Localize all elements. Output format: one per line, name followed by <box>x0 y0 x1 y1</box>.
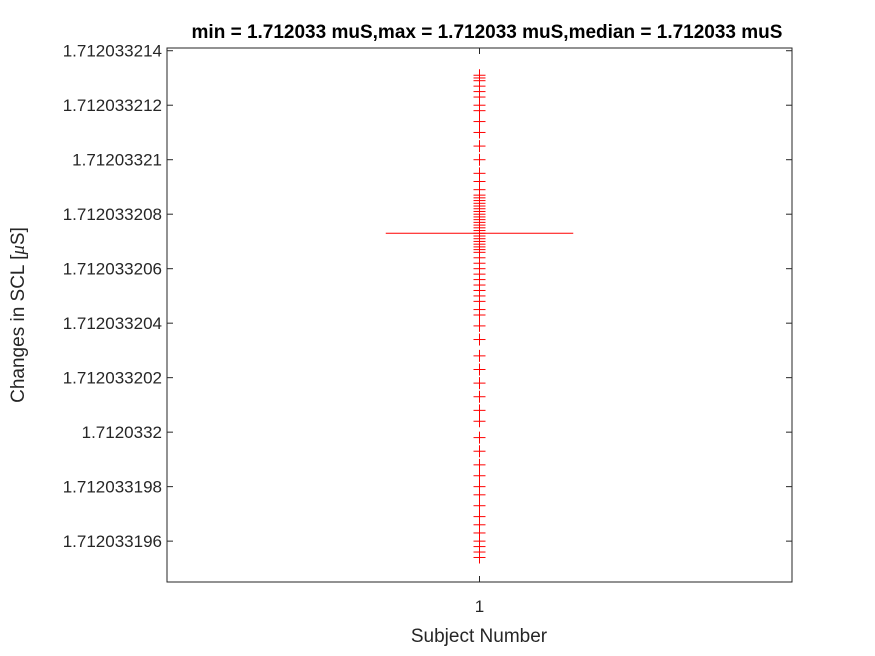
y-axis-label-suffix: S] <box>8 227 29 245</box>
x-axis-label: Subject Number <box>411 626 548 647</box>
y-tick-label: 1.712033202 <box>63 369 162 388</box>
data-point <box>473 167 486 180</box>
y-tick-label: 1.712033204 <box>63 314 162 333</box>
data-points <box>473 69 486 564</box>
plot-area: 1.712033196 1.712033198 1.7120332 1.7120332… <box>63 42 793 616</box>
y-axis-label: Changes in SCL [μS] <box>8 227 29 403</box>
data-point <box>473 349 486 362</box>
data-point <box>473 499 486 512</box>
data-point <box>473 431 486 444</box>
y-axis-label-mu: μ <box>8 245 29 256</box>
data-point <box>473 126 486 139</box>
data-point <box>473 415 486 428</box>
data-point <box>473 319 486 332</box>
data-point <box>473 377 486 390</box>
chart-title: min = 1.712033 muS,max = 1.712033 muS,me… <box>192 22 783 43</box>
y-tick-label: 1.71203321 <box>72 151 162 170</box>
data-point <box>473 458 486 471</box>
data-point <box>473 445 486 458</box>
data-point <box>473 153 486 166</box>
y-tick-label: 1.712033206 <box>63 260 162 279</box>
data-point <box>473 390 486 403</box>
x-axis-ticks: 1 <box>475 48 484 616</box>
y-tick-label: 1.712033198 <box>63 478 162 497</box>
y-tick-label: 1.712033212 <box>63 96 162 115</box>
x-tick-label: 1 <box>475 597 484 616</box>
data-point <box>473 363 486 376</box>
data-point <box>473 115 486 128</box>
data-point <box>473 404 486 417</box>
y-tick-label: 1.712033214 <box>63 42 162 61</box>
y-tick-label: 1.712033196 <box>63 532 162 551</box>
data-point <box>473 69 486 82</box>
y-tick-label: 1.7120332 <box>82 423 162 442</box>
data-point <box>473 469 486 482</box>
y-tick-label: 1.712033208 <box>63 205 162 224</box>
data-point <box>473 510 486 523</box>
y-axis-ticks: 1.712033196 1.712033198 1.7120332 1.7120332… <box>63 42 792 551</box>
data-point <box>473 480 486 493</box>
data-point <box>473 140 486 153</box>
y-axis-label-prefix: Changes in SCL [ <box>8 254 29 403</box>
data-point <box>473 333 486 346</box>
